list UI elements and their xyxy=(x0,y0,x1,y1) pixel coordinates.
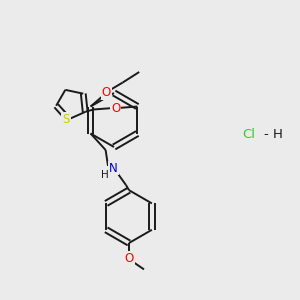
Text: O: O xyxy=(111,101,120,115)
Text: S: S xyxy=(62,113,70,126)
Text: N: N xyxy=(109,161,118,175)
Text: H: H xyxy=(101,170,109,180)
Text: O: O xyxy=(124,251,134,265)
Text: Cl: Cl xyxy=(242,128,256,142)
Text: H: H xyxy=(273,128,282,142)
Text: -: - xyxy=(263,128,268,142)
Text: O: O xyxy=(102,86,111,100)
